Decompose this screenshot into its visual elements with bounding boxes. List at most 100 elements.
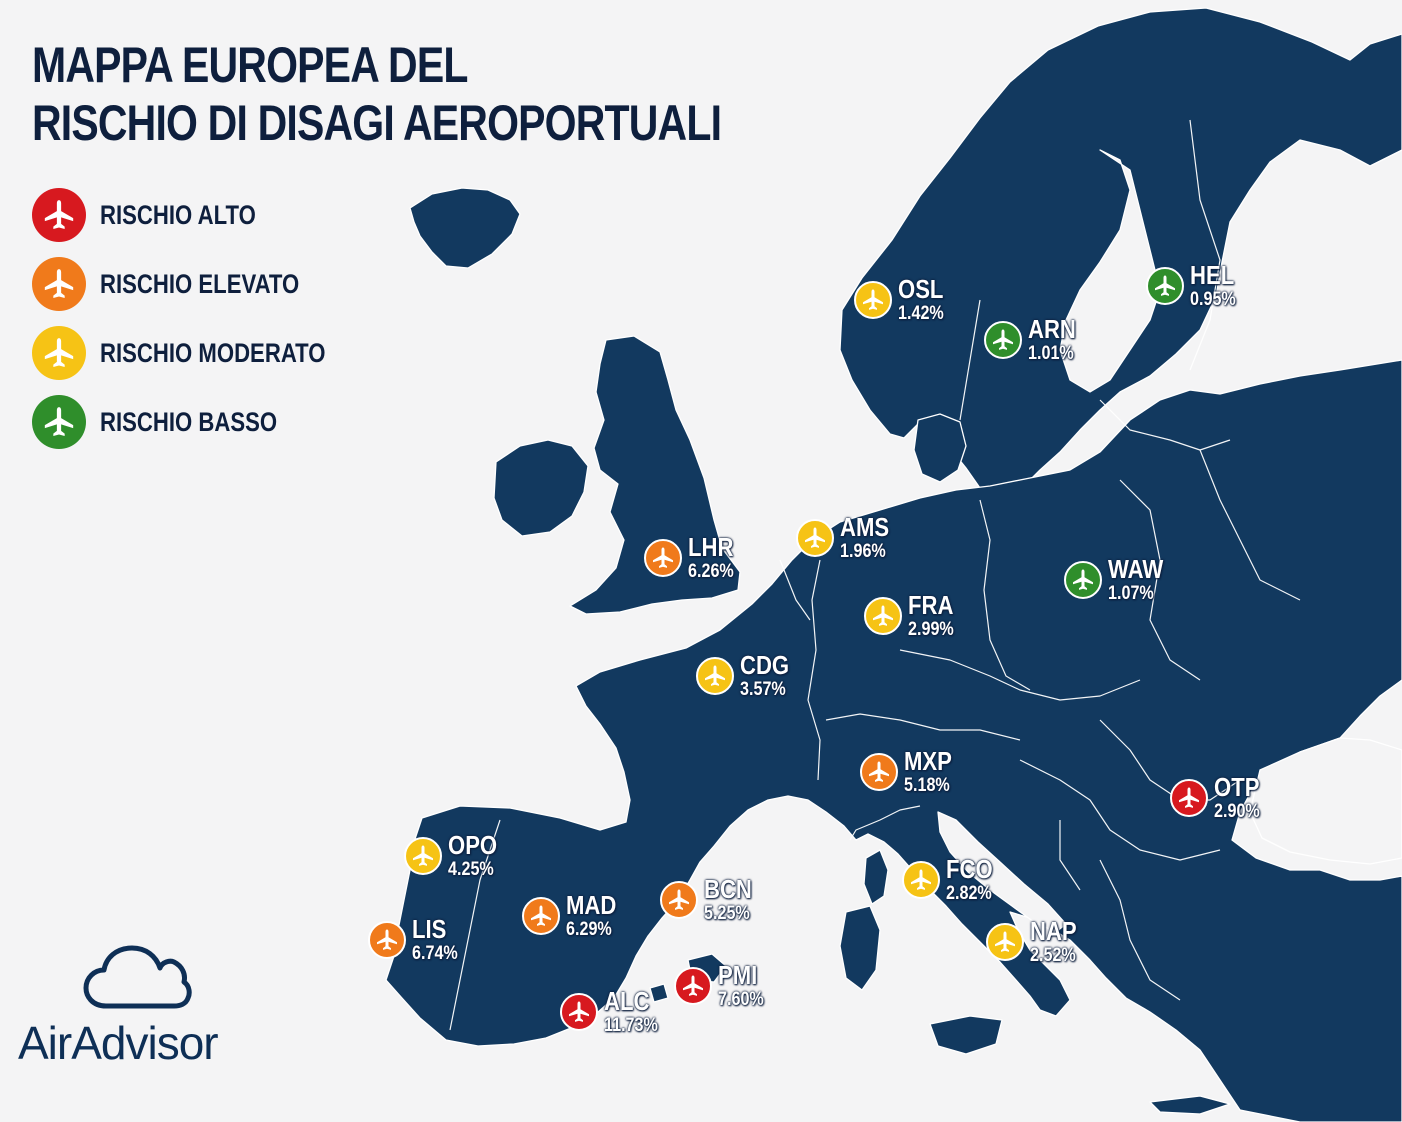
airport-value: 1.42% xyxy=(898,303,944,324)
airport-value: 1.07% xyxy=(1108,583,1154,604)
airport-value: 2.52% xyxy=(1030,945,1076,966)
airport-code: MAD xyxy=(566,890,617,920)
airplane-icon xyxy=(674,966,712,1005)
airport-value: 2.82% xyxy=(946,883,992,904)
airport-value: 2.99% xyxy=(908,619,954,640)
airport-marker-opo[interactable]: OPO 4.25% xyxy=(404,832,506,879)
page-title: MAPPA EUROPEA DEL RISCHIO DI DISAGI AERO… xyxy=(32,36,722,152)
airplane-icon xyxy=(32,395,86,449)
sardinia xyxy=(839,905,881,991)
legend-label: RISCHIO BASSO xyxy=(100,406,278,437)
sicily xyxy=(929,1015,1003,1055)
airport-code: MXP xyxy=(904,746,952,776)
legend: RISCHIO ALTO RISCHIO ELEVATO RISCHIO MODER… xyxy=(32,188,375,464)
airport-marker-ams[interactable]: AMS 1.96% xyxy=(796,514,898,561)
crete xyxy=(1149,1095,1231,1115)
airplane-icon xyxy=(986,922,1024,961)
denmark xyxy=(913,413,967,483)
airport-marker-waw[interactable]: WAW 1.07% xyxy=(1064,556,1173,603)
ireland xyxy=(493,439,589,537)
airport-label: AMS 1.96% xyxy=(840,514,898,561)
airplane-icon xyxy=(560,992,598,1031)
airport-code: OSL xyxy=(898,274,944,304)
airport-marker-fra[interactable]: FRA 2.99% xyxy=(864,592,962,639)
airport-label: WAW 1.07% xyxy=(1108,556,1173,603)
continental-europe xyxy=(385,359,1402,1122)
airport-code: NAP xyxy=(1030,916,1077,946)
airplane-icon xyxy=(644,538,682,577)
airport-code: PMI xyxy=(718,960,758,990)
airport-value: 1.96% xyxy=(840,541,886,562)
brand-logo: AirAdvisor xyxy=(18,940,288,1070)
airport-label: OPO 4.25% xyxy=(448,832,506,879)
airplane-icon xyxy=(864,596,902,635)
airport-label: OTP 2.90% xyxy=(1214,774,1268,821)
airplane-icon xyxy=(660,880,698,919)
airport-value: 11.73% xyxy=(604,1015,658,1036)
airport-marker-lis[interactable]: LIS 6.74% xyxy=(368,916,466,963)
airport-code: FCO xyxy=(946,854,993,884)
airport-marker-otp[interactable]: OTP 2.90% xyxy=(1170,774,1268,821)
airplane-icon xyxy=(984,320,1022,359)
legend-item-alto: RISCHIO ALTO xyxy=(32,188,375,242)
airplane-icon xyxy=(32,326,86,380)
airport-value: 6.26% xyxy=(688,561,734,582)
airport-marker-arn[interactable]: ARN 1.01% xyxy=(984,316,1084,363)
airport-code: LIS xyxy=(412,914,447,944)
airport-marker-osl[interactable]: OSL 1.42% xyxy=(854,276,952,323)
airport-value: 5.25% xyxy=(704,903,750,924)
airport-label: HEL 0.95% xyxy=(1190,262,1244,309)
airport-value: 1.01% xyxy=(1028,343,1074,364)
airplane-icon xyxy=(854,280,892,319)
adriatic-sea xyxy=(937,811,1067,933)
airport-marker-mxp[interactable]: MXP 5.18% xyxy=(860,748,960,795)
airport-code: OPO xyxy=(448,830,498,860)
airport-code: ALC xyxy=(604,986,650,1016)
airport-label: ARN 1.01% xyxy=(1028,316,1084,363)
airplane-icon xyxy=(860,752,898,791)
airport-marker-fco[interactable]: FCO 2.82% xyxy=(902,856,1001,903)
legend-item-basso: RISCHIO BASSO xyxy=(32,395,375,449)
brand-name: AirAdvisor xyxy=(18,1017,219,1069)
airport-label: MAD 6.29% xyxy=(566,892,625,939)
iceland xyxy=(409,187,521,269)
airport-marker-lhr[interactable]: LHR 6.26% xyxy=(644,534,742,581)
airplane-icon xyxy=(1146,266,1184,305)
airport-value: 6.74% xyxy=(412,943,458,964)
cloud-icon xyxy=(83,945,192,1009)
airport-marker-pmi[interactable]: PMI 7.60% xyxy=(674,962,772,1009)
airport-label: LIS 6.74% xyxy=(412,916,466,963)
black-sea xyxy=(1249,737,1402,865)
airplane-icon xyxy=(32,257,86,311)
airport-marker-nap[interactable]: NAP 2.52% xyxy=(986,918,1085,965)
airplane-icon xyxy=(404,836,442,875)
ibiza xyxy=(649,983,669,1003)
airport-value: 2.90% xyxy=(1214,801,1260,822)
airport-marker-cdg[interactable]: CDG 3.57% xyxy=(696,652,798,699)
legend-label: RISCHIO ALTO xyxy=(100,199,256,230)
great-britain xyxy=(569,335,741,615)
airport-marker-bcn[interactable]: BCN 5.25% xyxy=(660,876,760,923)
airplane-icon xyxy=(32,188,86,242)
airport-code: WAW xyxy=(1108,554,1164,584)
airport-label: CDG 3.57% xyxy=(740,652,798,699)
airport-label: ALC 11.73% xyxy=(604,988,667,1035)
airport-value: 0.95% xyxy=(1190,289,1236,310)
airport-label: OSL 1.42% xyxy=(898,276,952,323)
airport-value: 6.29% xyxy=(566,919,612,940)
airport-code: HEL xyxy=(1190,260,1235,290)
airport-value: 3.57% xyxy=(740,679,786,700)
legend-item-elevato: RISCHIO ELEVATO xyxy=(32,257,375,311)
airport-label: BCN 5.25% xyxy=(704,876,760,923)
airport-code: OTP xyxy=(1214,772,1260,802)
airplane-icon xyxy=(696,656,734,695)
airport-value: 4.25% xyxy=(448,859,494,880)
airport-marker-alc[interactable]: ALC 11.73% xyxy=(560,988,667,1035)
airport-code: BCN xyxy=(704,874,752,904)
airport-code: AMS xyxy=(840,512,890,542)
legend-item-moderato: RISCHIO MODERATO xyxy=(32,326,375,380)
airport-marker-mad[interactable]: MAD 6.29% xyxy=(522,892,625,939)
airport-code: CDG xyxy=(740,650,790,680)
airport-marker-hel[interactable]: HEL 0.95% xyxy=(1146,262,1244,309)
